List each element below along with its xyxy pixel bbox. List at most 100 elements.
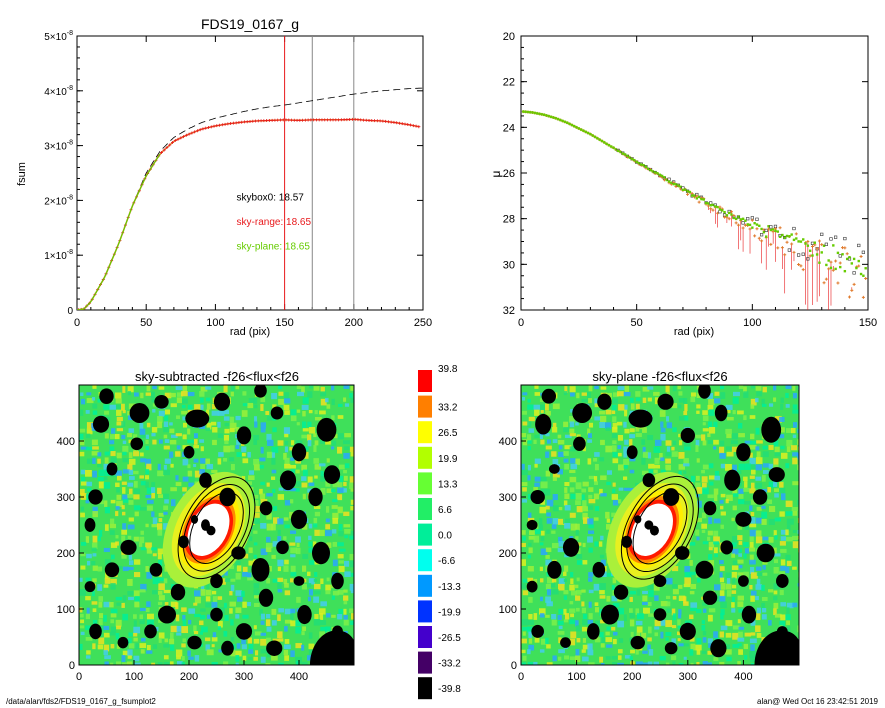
noise-pixel	[349, 535, 354, 540]
noise-pixel	[695, 475, 700, 481]
masked-star	[653, 608, 667, 621]
noise-pixel	[588, 577, 593, 582]
noise-pixel	[307, 655, 312, 661]
mu-point-green	[790, 233, 793, 236]
noise-pixel	[557, 631, 565, 635]
mu-point-green	[721, 209, 724, 212]
noise-pixel	[636, 661, 643, 665]
noise-pixel	[581, 494, 585, 502]
noise-pixel	[569, 584, 575, 591]
noise-pixel	[684, 571, 692, 579]
noise-pixel	[785, 404, 790, 408]
noise-pixel	[665, 595, 671, 599]
noise-pixel	[176, 655, 181, 660]
noise-pixel	[266, 433, 272, 441]
noise-pixel	[206, 409, 210, 417]
noise-pixel	[308, 547, 313, 553]
noise-pixel	[140, 637, 146, 642]
noise-pixel	[792, 392, 798, 399]
noise-pixel	[792, 434, 797, 439]
noise-pixel	[127, 637, 132, 645]
masked-star	[663, 488, 680, 506]
noise-pixel	[678, 662, 684, 665]
noise-pixel	[648, 626, 652, 634]
noise-pixel	[241, 590, 245, 597]
noise-pixel	[266, 482, 270, 487]
noise-pixel	[86, 560, 91, 566]
noise-pixel	[247, 572, 252, 580]
mu-point-green	[686, 189, 689, 193]
mu-point-green	[621, 152, 624, 155]
noise-pixel	[223, 631, 228, 637]
mu-point-green	[672, 182, 675, 186]
noise-pixel	[110, 457, 117, 464]
noise-pixel	[666, 391, 670, 397]
colorbar-label: 0.0	[438, 531, 452, 542]
noise-pixel	[720, 613, 724, 620]
noise-pixel	[272, 404, 277, 409]
noise-pixel	[732, 464, 737, 472]
noise-pixel	[169, 661, 174, 665]
noise-pixel	[563, 590, 569, 595]
noise-pixel	[611, 584, 615, 591]
noise-pixel	[109, 446, 115, 453]
noise-pixel	[331, 584, 335, 589]
noise-pixel	[774, 535, 778, 540]
noise-pixel	[683, 463, 690, 467]
noise-pixel	[563, 391, 568, 396]
noise-pixel	[260, 620, 265, 625]
noise-pixel	[338, 548, 346, 552]
noise-pixel	[134, 601, 140, 608]
mu-point-green	[769, 228, 773, 232]
noise-pixel	[618, 638, 624, 643]
noise-pixel	[713, 530, 719, 538]
noise-pixel	[331, 614, 336, 618]
noise-pixel	[85, 433, 91, 439]
noise-pixel	[80, 481, 87, 486]
noise-pixel	[551, 619, 557, 626]
mu-point-green	[723, 210, 726, 214]
noise-pixel	[779, 434, 785, 439]
noise-pixel	[163, 427, 170, 433]
noise-pixel	[701, 469, 705, 474]
noise-pixel	[756, 572, 764, 576]
noise-pixel	[205, 427, 211, 431]
noise-pixel	[773, 596, 778, 601]
image-ytick-label: 100	[499, 604, 517, 616]
noise-pixel	[115, 398, 122, 404]
noise-pixel	[98, 529, 103, 537]
noise-pixel	[314, 613, 319, 620]
noise-pixel	[659, 452, 663, 460]
noise-pixel	[254, 494, 259, 499]
noise-pixel	[720, 385, 725, 390]
noise-pixel	[588, 613, 593, 620]
noise-pixel	[683, 470, 687, 474]
noise-pixel	[223, 385, 228, 393]
noise-pixel	[283, 565, 289, 572]
noise-pixel	[731, 571, 737, 579]
noise-pixel	[749, 517, 756, 524]
noise-pixel	[85, 625, 92, 631]
noise-pixel	[200, 584, 205, 591]
noise-pixel	[666, 577, 673, 585]
noise-pixel	[122, 511, 126, 516]
noise-pixel	[588, 547, 593, 553]
noise-pixel	[104, 416, 111, 421]
fsum-point	[187, 132, 191, 136]
image-xtick-label: 300	[679, 671, 697, 683]
mu-point-green	[783, 236, 786, 239]
noise-pixel	[791, 506, 798, 512]
noise-pixel	[284, 392, 290, 399]
mu-point-black	[861, 250, 865, 254]
noise-pixel	[325, 506, 330, 513]
masked-star	[312, 541, 330, 565]
masked-star	[531, 624, 544, 638]
masked-star	[170, 583, 186, 601]
noise-pixel	[552, 505, 560, 512]
fsum-ytick-label: 3×10-8	[44, 140, 73, 153]
mu-point-green	[760, 227, 763, 231]
noise-pixel	[92, 542, 98, 549]
mu-point-green	[586, 131, 590, 135]
noise-pixel	[551, 542, 559, 549]
noise-pixel	[671, 451, 678, 457]
